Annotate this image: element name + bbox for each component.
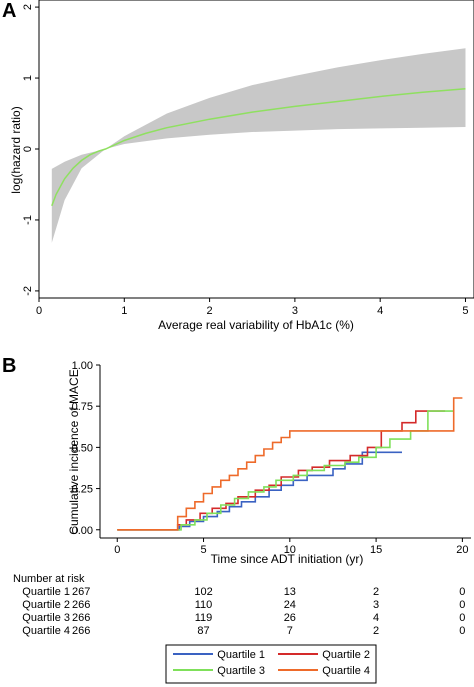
chart-b-x-tick-label: 15 [370,544,382,556]
risk-row-label: Quartile 2 [22,599,70,611]
series-line-quartile-4 [117,397,463,531]
chart-b-x-tick-label: 5 [200,544,206,556]
risk-cell: 266 [72,612,90,624]
risk-cell: 102 [194,586,212,598]
risk-cell: 24 [284,599,296,611]
risk-cell: 267 [72,586,90,598]
chart-a-x-tick-label: 0 [36,305,42,317]
risk-cell: 266 [72,599,90,611]
chart-b-y-tick-label: 1.00 [72,360,93,372]
chart-a-x-tick-label: 4 [377,305,383,317]
legend: Quartile 1 Quartile 2 Quartile 3 Quartile 4 [173,649,370,677]
risk-cell: 7 [287,625,293,637]
chart-a-x-tick-label: 3 [292,305,298,317]
risk-row-label: Quartile 4 [22,625,70,637]
risk-cell: 2 [373,625,379,637]
chart-a-y-tick-label: 2 [22,4,34,10]
chart-a-y-tick-label: 1 [22,75,34,81]
chart-a-y-ticks: -2 -1 0 1 2 [22,4,39,296]
series-line-quartile-3 [117,410,454,531]
panel-label-b: B [2,355,16,377]
chart-b: 0 5 10 15 20 0.000.250.500.751.00 Time since… [13,360,471,684]
chart-b-y-axis-label: Cumulative incidence of MACE [67,369,81,534]
chart-a: 0 1 2 3 4 5 -2 -1 0 1 2 Average real variability … [9,0,474,332]
chart-b-x-axis-label: Time since ADT initiation (yr) [211,552,364,566]
risk-cell: 0 [459,625,465,637]
risk-cell: 13 [284,586,296,598]
legend-label: Quartile 1 [217,649,265,661]
chart-b-x-tick-label: 10 [284,544,296,556]
chart-b-y-tick-label: 0.25 [72,484,93,496]
chart-a-y-axis-label: log(hazard ratio) [9,106,23,193]
risk-cell: 266 [72,625,90,637]
chart-b-y-ticks: 0.00 0.25 0.50 0.75 1.00 [72,360,100,537]
chart-b-y-tick-label: 0.00 [72,525,93,537]
estimate-curve [51,87,466,207]
confidence-band [51,48,466,243]
legend-label: Quartile 3 [217,665,265,677]
series-line-quartile-2 [117,410,446,531]
risk-table-title: Number at risk [13,573,85,585]
chart-a-y-tick-label: -1 [22,215,34,225]
risk-cell: 2 [373,586,379,598]
risk-cell: 110 [195,599,213,611]
risk-cell: 0 [459,612,465,624]
chart-a-y-tick-label: 0 [22,146,34,152]
risk-cell: 0 [459,599,465,611]
risk-cell: 0 [459,586,465,598]
chart-b-y-tick-label: 0.75 [72,401,93,413]
chart-b-y-tick-label: 0.50 [72,442,93,454]
risk-row-label: Quartile 3 [22,612,70,624]
chart-b-x-tick-label: 0 [114,544,120,556]
chart-a-y-tick-label: -2 [22,286,34,296]
risk-cell: 87 [197,625,209,637]
chart-b-x-tick-label: 20 [456,544,468,556]
chart-a-x-tick-label: 5 [462,305,468,317]
legend-label: Quartile 2 [322,649,370,661]
chart-b-series-lines [117,397,463,531]
series-line-quartile-1 [117,451,402,531]
panel-label-a: A [2,0,16,22]
risk-row-label: Quartile 1 [22,586,70,598]
legend-box [165,644,377,684]
chart-a-x-ticks: 0 1 2 3 4 5 [36,298,469,317]
chart-a-x-tick-label: 1 [121,305,127,317]
risk-cell: 4 [373,612,379,624]
risk-cell: 3 [373,599,379,611]
risk-cell: 26 [284,612,296,624]
risk-cell: 119 [195,612,213,624]
legend-label: Quartile 4 [322,665,370,677]
chart-a-plot-frame [38,0,474,299]
chart-b-x-ticks: 0 5 10 15 20 [114,538,468,556]
chart-a-x-tick-label: 2 [207,305,213,317]
chart-a-x-axis-label: Average real variability of HbA1c (%) [158,318,354,332]
